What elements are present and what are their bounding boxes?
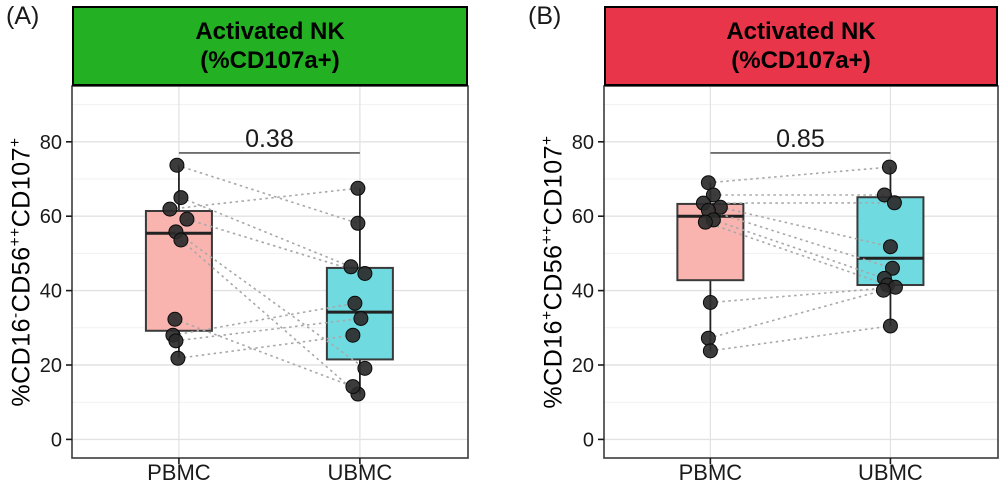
y-tick-label: 60 xyxy=(572,206,594,228)
data-point-ubmc xyxy=(350,215,366,231)
strip-b-title-line1: Activated NK xyxy=(726,18,876,45)
x-category-label-pbmc: PBMC xyxy=(147,460,211,484)
pair-line xyxy=(708,289,884,339)
p-value-text: 0.85 xyxy=(776,125,825,153)
data-point-ubmc xyxy=(876,187,892,203)
data-point-pbmc xyxy=(167,311,183,327)
x-category-label-ubmc: UBMC xyxy=(858,460,923,484)
pair-line xyxy=(708,209,893,270)
data-point-ubmc xyxy=(357,265,373,281)
y-axis-title-a-text: %CD16-CD56++CD107+ xyxy=(7,137,36,407)
data-point-pbmc xyxy=(702,295,718,311)
pair-line xyxy=(713,219,885,280)
data-point-pbmc xyxy=(170,350,186,366)
strip-a-title-line2: (%CD107a+) xyxy=(200,47,340,74)
data-point-pbmc xyxy=(179,211,195,227)
data-point-ubmc xyxy=(882,239,898,255)
data-point-ubmc xyxy=(345,327,361,343)
data-point-ubmc xyxy=(875,282,891,298)
data-point-pbmc xyxy=(697,214,713,230)
data-point-ubmc xyxy=(343,259,359,275)
x-category-label-pbmc: PBMC xyxy=(679,460,743,484)
facet-strip-a: Activated NK (%CD107a+) xyxy=(72,6,468,86)
data-point-ubmc xyxy=(881,159,897,175)
panel-border xyxy=(71,85,469,459)
data-point-ubmc xyxy=(345,379,361,395)
data-point-pbmc xyxy=(173,190,189,206)
y-tick-label: 40 xyxy=(572,281,594,303)
data-point-pbmc xyxy=(702,343,718,359)
data-point-pbmc xyxy=(169,157,185,173)
data-point-ubmc xyxy=(350,180,366,196)
y-tick-label: 80 xyxy=(40,132,62,154)
pair-line xyxy=(176,164,359,225)
p-value-text: 0.38 xyxy=(245,125,294,153)
facet-strip-b: Activated NK (%CD107a+) xyxy=(604,6,998,86)
pair-line xyxy=(180,196,352,268)
pair-line xyxy=(175,231,366,369)
y-tick-label: 0 xyxy=(583,429,594,451)
data-point-ubmc xyxy=(882,318,898,334)
pair-line xyxy=(186,218,366,275)
y-axis-title-a: %CD16-CD56++CD107+ xyxy=(7,137,36,406)
y-tick-label: 20 xyxy=(40,355,62,377)
pair-line xyxy=(720,206,891,248)
y-tick-label: 60 xyxy=(40,206,62,228)
x-category-label-ubmc: UBMC xyxy=(328,460,393,484)
data-point-pbmc xyxy=(705,187,721,203)
data-point-pbmc xyxy=(168,333,184,349)
pair-line xyxy=(175,317,361,342)
pair-line xyxy=(169,187,358,210)
data-point-ubmc xyxy=(886,195,902,211)
pair-line xyxy=(172,302,356,337)
y-tick-label: 0 xyxy=(51,429,62,451)
y-tick-label: 20 xyxy=(572,355,594,377)
data-point-ubmc xyxy=(347,295,363,311)
y-axis-title-b: %CD16+CD56++CD107+ xyxy=(539,135,568,408)
pair-line xyxy=(710,286,896,304)
data-point-pbmc xyxy=(162,201,178,217)
data-point-pbmc xyxy=(173,232,189,248)
panel-border xyxy=(603,85,999,459)
pair-line xyxy=(708,166,890,184)
strip-b-title-line2: (%CD107a+) xyxy=(731,47,871,74)
data-point-ubmc xyxy=(884,260,900,276)
panel-b-label: (B) xyxy=(528,2,562,30)
y-axis-title-b-text: %CD16+CD56++CD107+ xyxy=(539,135,568,409)
pair-line xyxy=(705,221,888,286)
data-point-ubmc xyxy=(357,360,373,376)
data-point-pbmc xyxy=(700,330,716,346)
panel-a-label: (A) xyxy=(6,2,40,30)
y-tick-label: 80 xyxy=(572,132,594,154)
y-tick-label: 40 xyxy=(40,281,62,303)
data-point-ubmc xyxy=(353,311,369,326)
pair-line xyxy=(710,325,891,352)
strip-a-title-line1: Activated NK xyxy=(195,18,345,45)
